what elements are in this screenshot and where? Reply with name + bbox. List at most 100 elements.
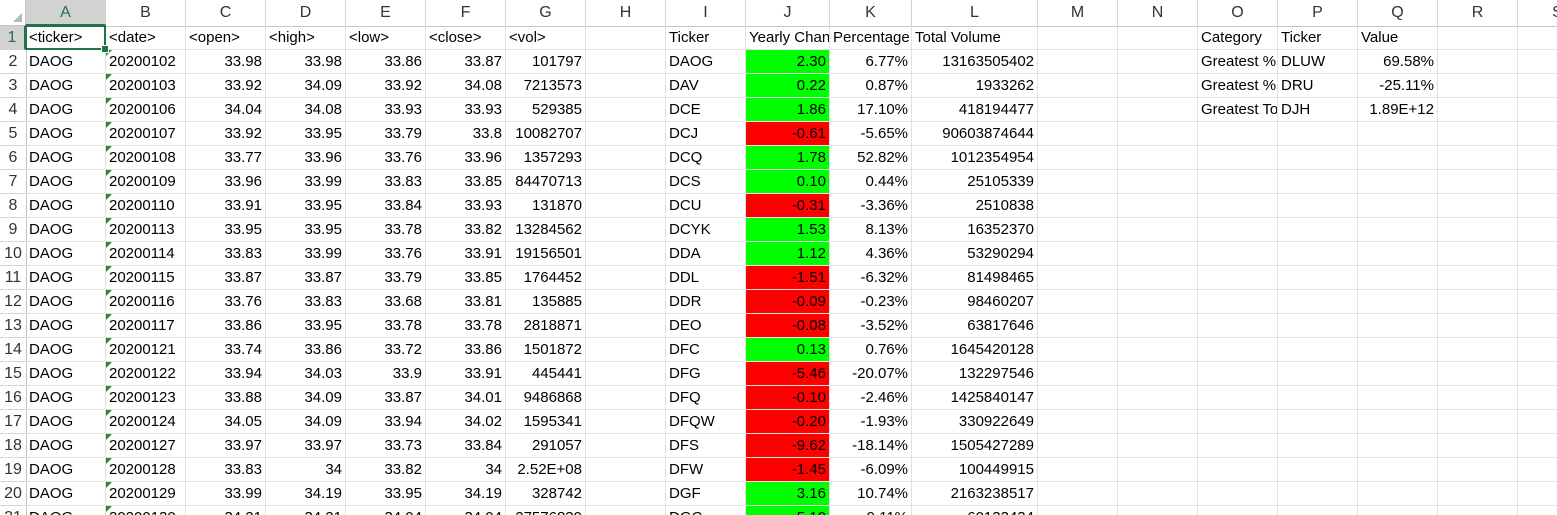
empty-cell[interactable] [1518, 170, 1557, 194]
empty-cell[interactable] [586, 386, 666, 410]
empty-cell[interactable] [586, 266, 666, 290]
empty-cell[interactable] [1038, 482, 1118, 506]
cell-e1[interactable]: <low> [346, 26, 426, 50]
row-header-17[interactable]: 17 [0, 410, 26, 434]
empty-cell[interactable] [586, 218, 666, 242]
row-header-12[interactable]: 12 [0, 290, 26, 314]
cell-l20[interactable]: 2163238517 [912, 482, 1038, 506]
empty-cell[interactable] [1438, 26, 1518, 50]
empty-cell[interactable] [1198, 506, 1278, 515]
cell-j10[interactable]: 1.12 [746, 242, 830, 266]
cell-l2[interactable]: 13163505402 [912, 50, 1038, 74]
empty-cell[interactable] [1358, 434, 1438, 458]
cell-l7[interactable]: 25105339 [912, 170, 1038, 194]
empty-cell[interactable] [1518, 314, 1557, 338]
cell-a1[interactable]: <ticker> [26, 26, 106, 50]
cell-g3[interactable]: 7213573 [506, 74, 586, 98]
empty-cell[interactable] [1438, 98, 1518, 122]
empty-cell[interactable] [1518, 194, 1557, 218]
empty-cell[interactable] [1438, 266, 1518, 290]
cell-p3[interactable]: DRU [1278, 74, 1358, 98]
cell-c20[interactable]: 33.99 [186, 482, 266, 506]
cell-k17[interactable]: -1.93% [830, 410, 912, 434]
empty-cell[interactable] [1118, 290, 1198, 314]
cell-g11[interactable]: 1764452 [506, 266, 586, 290]
cell-d4[interactable]: 34.08 [266, 98, 346, 122]
cell-b21[interactable]: 20200130 [106, 506, 186, 515]
cell-j16[interactable]: -0.10 [746, 386, 830, 410]
cell-c10[interactable]: 33.83 [186, 242, 266, 266]
cell-p4[interactable]: DJH [1278, 98, 1358, 122]
empty-cell[interactable] [1198, 314, 1278, 338]
empty-cell[interactable] [586, 242, 666, 266]
empty-cell[interactable] [586, 26, 666, 50]
cell-i15[interactable]: DFG [666, 362, 746, 386]
cell-a18[interactable]: DAOG [26, 434, 106, 458]
empty-cell[interactable] [1438, 362, 1518, 386]
cell-b6[interactable]: 20200108 [106, 146, 186, 170]
row-header-18[interactable]: 18 [0, 434, 26, 458]
cell-b11[interactable]: 20200115 [106, 266, 186, 290]
empty-cell[interactable] [586, 506, 666, 515]
cell-b1[interactable]: <date> [106, 26, 186, 50]
cell-i12[interactable]: DDR [666, 290, 746, 314]
cell-p2[interactable]: DLUW [1278, 50, 1358, 74]
cell-k18[interactable]: -18.14% [830, 434, 912, 458]
empty-cell[interactable] [1518, 74, 1557, 98]
empty-cell[interactable] [1118, 506, 1198, 515]
cell-d14[interactable]: 33.86 [266, 338, 346, 362]
row-header-9[interactable]: 9 [0, 218, 26, 242]
cell-i1[interactable]: Ticker [666, 26, 746, 50]
empty-cell[interactable] [1118, 98, 1198, 122]
empty-cell[interactable] [1518, 122, 1557, 146]
column-header-m[interactable]: M [1038, 0, 1118, 26]
cell-o3[interactable]: Greatest % Decrease [1198, 74, 1278, 98]
column-header-q[interactable]: Q [1358, 0, 1438, 26]
cell-b20[interactable]: 20200129 [106, 482, 186, 506]
empty-cell[interactable] [1278, 266, 1358, 290]
cell-j3[interactable]: 0.22 [746, 74, 830, 98]
cell-f3[interactable]: 34.08 [426, 74, 506, 98]
empty-cell[interactable] [1278, 362, 1358, 386]
cell-j12[interactable]: -0.09 [746, 290, 830, 314]
cell-a11[interactable]: DAOG [26, 266, 106, 290]
empty-cell[interactable] [1278, 458, 1358, 482]
empty-cell[interactable] [1518, 506, 1557, 515]
cell-d5[interactable]: 33.95 [266, 122, 346, 146]
cell-i9[interactable]: DCYK [666, 218, 746, 242]
cell-e6[interactable]: 33.76 [346, 146, 426, 170]
empty-cell[interactable] [1438, 458, 1518, 482]
empty-cell[interactable] [586, 50, 666, 74]
empty-cell[interactable] [1438, 194, 1518, 218]
cell-i4[interactable]: DCE [666, 98, 746, 122]
cell-g7[interactable]: 84470713 [506, 170, 586, 194]
column-header-e[interactable]: E [346, 0, 426, 26]
cell-f4[interactable]: 33.93 [426, 98, 506, 122]
cell-c6[interactable]: 33.77 [186, 146, 266, 170]
cell-d18[interactable]: 33.97 [266, 434, 346, 458]
cell-l4[interactable]: 418194477 [912, 98, 1038, 122]
column-header-a[interactable]: A [26, 0, 106, 26]
empty-cell[interactable] [1438, 386, 1518, 410]
cell-j5[interactable]: -0.61 [746, 122, 830, 146]
column-header-h[interactable]: H [586, 0, 666, 26]
column-header-p[interactable]: P [1278, 0, 1358, 26]
cell-e4[interactable]: 33.93 [346, 98, 426, 122]
column-header-l[interactable]: L [912, 0, 1038, 26]
cell-b7[interactable]: 20200109 [106, 170, 186, 194]
cell-g14[interactable]: 1501872 [506, 338, 586, 362]
cell-i16[interactable]: DFQ [666, 386, 746, 410]
cell-c1[interactable]: <open> [186, 26, 266, 50]
cell-j18[interactable]: -9.62 [746, 434, 830, 458]
cell-b10[interactable]: 20200114 [106, 242, 186, 266]
cell-j15[interactable]: -5.46 [746, 362, 830, 386]
cell-i14[interactable]: DFC [666, 338, 746, 362]
cell-c3[interactable]: 33.92 [186, 74, 266, 98]
cell-k12[interactable]: -0.23% [830, 290, 912, 314]
cell-b17[interactable]: 20200124 [106, 410, 186, 434]
empty-cell[interactable] [1518, 242, 1557, 266]
cell-b14[interactable]: 20200121 [106, 338, 186, 362]
row-header-13[interactable]: 13 [0, 314, 26, 338]
empty-cell[interactable] [1118, 194, 1198, 218]
